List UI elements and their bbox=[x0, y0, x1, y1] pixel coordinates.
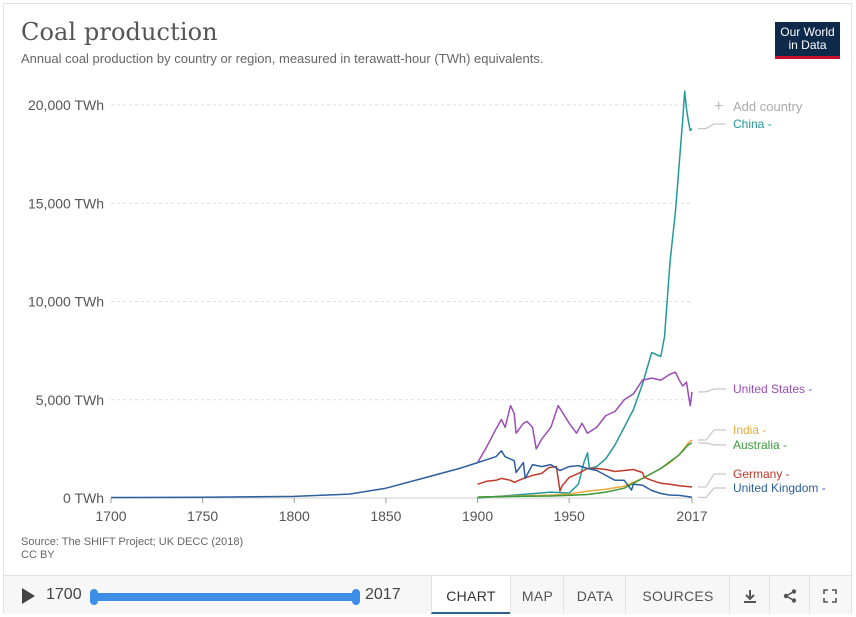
label-connector bbox=[698, 473, 726, 488]
source-note: Source: The SHIFT Project; UK DECC (2018… bbox=[21, 536, 243, 562]
y-tick-label: 5,000 TWh bbox=[36, 392, 104, 408]
tab-chart[interactable]: CHART bbox=[431, 576, 510, 614]
end-year-label: 2017 bbox=[365, 586, 401, 603]
footer-controls: 1700 2017 CHART MAP DATA SOURCES bbox=[4, 575, 851, 614]
y-tick-label: 15,000 TWh bbox=[28, 195, 104, 211]
start-year-label: 1700 bbox=[46, 586, 82, 603]
start-handle[interactable] bbox=[90, 589, 98, 605]
tab-data[interactable]: DATA bbox=[563, 576, 626, 614]
logo-line-2: in Data bbox=[788, 38, 827, 52]
owid-logo[interactable]: Our World in Data bbox=[775, 22, 840, 59]
label-connector bbox=[698, 487, 726, 498]
series-label[interactable]: United Kingdom - bbox=[733, 481, 826, 495]
chart-subtitle: Annual coal production by country or reg… bbox=[21, 51, 544, 66]
label-connector bbox=[698, 429, 726, 441]
y-tick-label: 10,000 TWh bbox=[28, 294, 104, 310]
series-lines bbox=[110, 90, 693, 499]
line-chart: 0 TWh 5,000 TWh 10,000 TWh 15,000 TWh 20,000… bbox=[28, 90, 826, 524]
end-handle[interactable] bbox=[352, 589, 360, 605]
series-line-germany[interactable] bbox=[477, 465, 693, 492]
label-connector bbox=[698, 123, 726, 130]
x-axis-ticks: 1700 1750 1800 1850 1900 1950 2017 bbox=[95, 498, 708, 524]
y-axis-ticks: 0 TWh 5,000 TWh 10,000 TWh 15,000 TWh 20,000… bbox=[28, 97, 104, 506]
series-label[interactable]: Germany - bbox=[733, 467, 790, 481]
tab-map[interactable]: MAP bbox=[510, 576, 564, 614]
fullscreen-icon[interactable] bbox=[809, 576, 850, 614]
x-tick-label: 1800 bbox=[279, 508, 310, 524]
grid-lines bbox=[111, 104, 692, 499]
x-tick-label: 1750 bbox=[187, 508, 218, 524]
x-tick-label: 1850 bbox=[370, 508, 401, 524]
series-labels: China - United States - India -Australia -… bbox=[698, 117, 826, 498]
share-icon[interactable] bbox=[769, 576, 810, 614]
page-title: Coal production bbox=[21, 18, 218, 46]
play-icon[interactable] bbox=[22, 588, 35, 604]
series-label[interactable]: India - bbox=[733, 423, 766, 437]
series-line-united-states[interactable] bbox=[476, 371, 693, 463]
license-line[interactable]: CC BY bbox=[21, 549, 55, 561]
label-connector bbox=[698, 442, 726, 446]
plus-icon: + bbox=[714, 98, 723, 115]
series-label[interactable]: Australia - bbox=[733, 438, 787, 452]
x-tick-label: 2017 bbox=[676, 508, 707, 524]
timeline-slider[interactable] bbox=[90, 589, 360, 605]
series-label[interactable]: China - bbox=[733, 117, 772, 131]
logo-line-1: Our World bbox=[780, 25, 835, 39]
series-line-united-kingdom[interactable] bbox=[110, 450, 693, 499]
x-tick-label: 1950 bbox=[554, 508, 585, 524]
series-label[interactable]: United States - bbox=[733, 382, 812, 396]
download-icon[interactable] bbox=[729, 576, 770, 614]
y-tick-label: 0 TWh bbox=[63, 490, 104, 506]
series-line-china[interactable] bbox=[477, 90, 693, 499]
x-tick-label: 1700 bbox=[95, 508, 126, 524]
add-country-label: Add country bbox=[733, 99, 803, 114]
x-tick-label: 1900 bbox=[462, 508, 493, 524]
y-tick-label: 20,000 TWh bbox=[28, 97, 104, 113]
series-line-australia[interactable] bbox=[477, 442, 693, 498]
label-connector bbox=[698, 388, 726, 393]
source-line[interactable]: Source: The SHIFT Project; UK DECC (2018… bbox=[21, 536, 244, 548]
add-country-control[interactable]: + Add country bbox=[714, 98, 803, 115]
tab-sources[interactable]: SOURCES bbox=[625, 576, 730, 614]
